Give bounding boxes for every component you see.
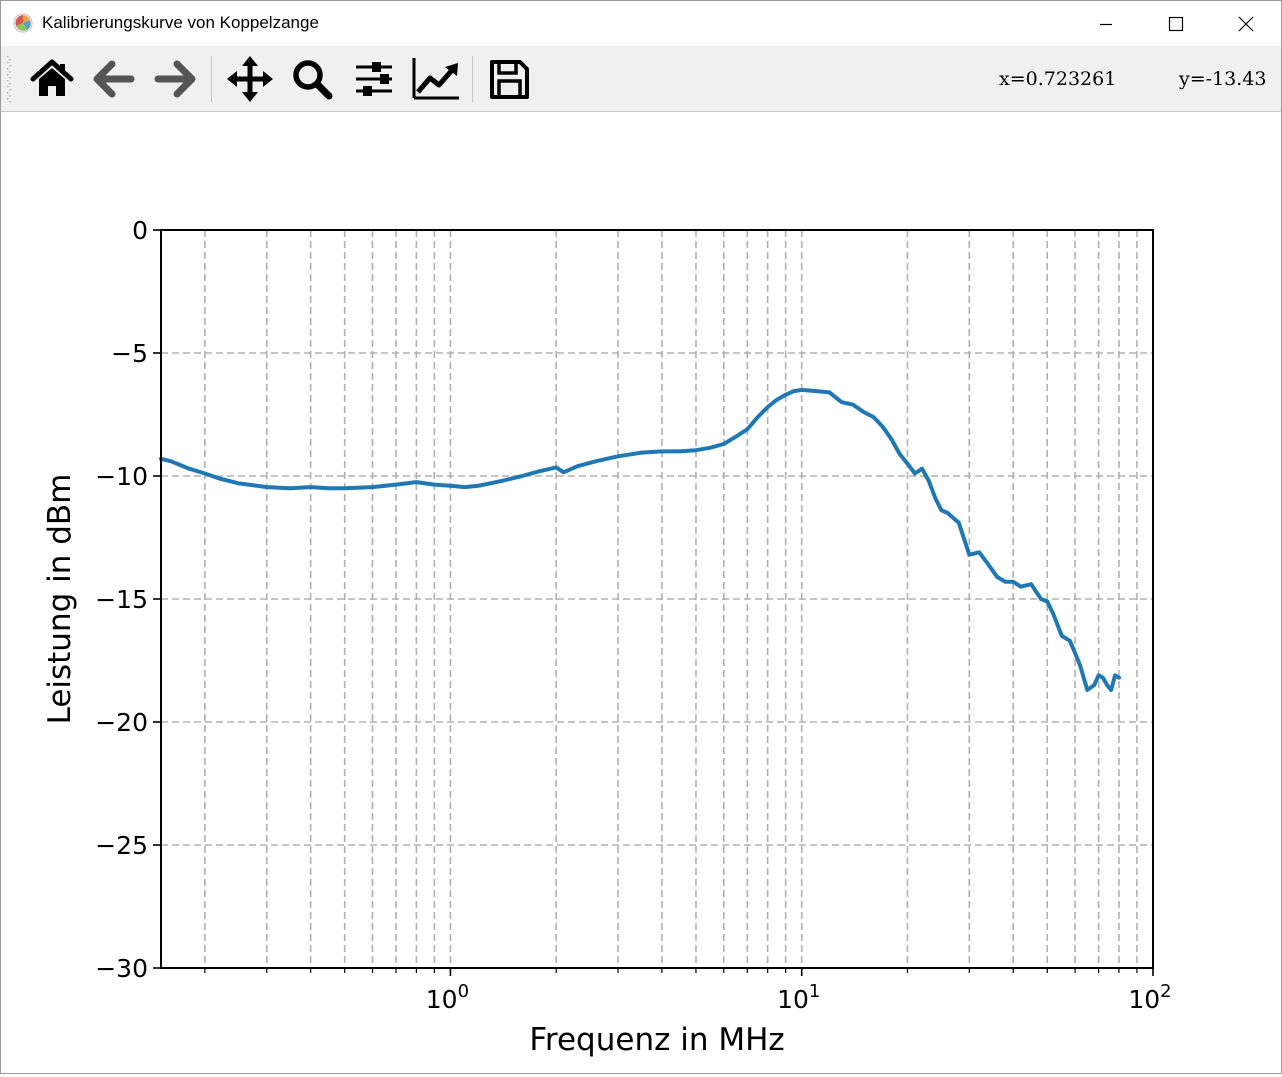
y-tick-label: −5 bbox=[111, 339, 148, 368]
toolbar-separator bbox=[472, 56, 473, 102]
app-icon bbox=[13, 13, 33, 33]
window-title: Kalibrierungskurve von Koppelzange bbox=[42, 13, 319, 32]
y-tick-label: −25 bbox=[95, 831, 148, 860]
y-tick-label: −15 bbox=[95, 585, 148, 614]
maximize-icon bbox=[1168, 16, 1184, 31]
close-button[interactable] bbox=[1211, 1, 1281, 46]
maximize-button[interactable] bbox=[1141, 1, 1211, 46]
configure-subplots-icon bbox=[356, 62, 392, 96]
home-button[interactable] bbox=[25, 54, 79, 104]
save-icon bbox=[490, 60, 529, 99]
back-icon bbox=[93, 60, 135, 98]
y-tick-label: 0 bbox=[132, 216, 148, 245]
cursor-x-readout: x=0.723261 bbox=[999, 68, 1117, 90]
figure-canvas[interactable]: 0 −5 −10 −15 −20 −25 −30 100 101 102 Frequenz in … bbox=[1, 112, 1281, 1073]
axis-ticks: 0 −5 −10 −15 −20 −25 −30 100 101 102 bbox=[95, 216, 1171, 1014]
home-icon bbox=[30, 59, 74, 96]
grid-lines bbox=[161, 230, 1153, 968]
y-tick-label: −20 bbox=[95, 708, 148, 737]
x-tick-label: 101 bbox=[777, 981, 820, 1014]
zoom-button[interactable] bbox=[285, 54, 339, 104]
series-line bbox=[159, 387, 1121, 692]
forward-button[interactable] bbox=[148, 54, 202, 104]
edit-axes-icon bbox=[412, 58, 459, 100]
cursor-y-readout: y=-13.43 bbox=[1179, 68, 1267, 90]
x-axis-label: Frequenz in MHz bbox=[529, 1022, 784, 1058]
pan-icon bbox=[227, 56, 273, 102]
y-tick-label: −30 bbox=[95, 954, 148, 983]
close-icon bbox=[1238, 16, 1254, 31]
configure-subplots-button[interactable] bbox=[347, 54, 401, 104]
y-tick-label: −10 bbox=[95, 462, 148, 491]
x-tick-label: 102 bbox=[1128, 981, 1171, 1014]
series-layer bbox=[159, 387, 1121, 692]
minimize-button[interactable] bbox=[1071, 1, 1141, 46]
toolbar-grip bbox=[7, 56, 11, 103]
zoom-icon bbox=[293, 60, 333, 100]
forward-icon bbox=[154, 60, 196, 98]
save-button[interactable] bbox=[482, 54, 536, 104]
toolbar-separator bbox=[211, 56, 212, 102]
y-axis-label: Leistung in dBm bbox=[42, 474, 78, 725]
edit-axes-button[interactable] bbox=[409, 54, 463, 104]
x-tick-label: 100 bbox=[426, 981, 469, 1014]
navigation-toolbar: x=0.723261 y=-13.43 bbox=[1, 46, 1281, 112]
minimize-icon bbox=[1100, 23, 1112, 25]
title-bar: Kalibrierungskurve von Koppelzange bbox=[1, 1, 1281, 46]
pan-button[interactable] bbox=[223, 54, 277, 104]
line-chart[interactable]: 0 −5 −10 −15 −20 −25 −30 100 101 102 Frequenz in … bbox=[1, 112, 1281, 1073]
back-button[interactable] bbox=[87, 54, 141, 104]
